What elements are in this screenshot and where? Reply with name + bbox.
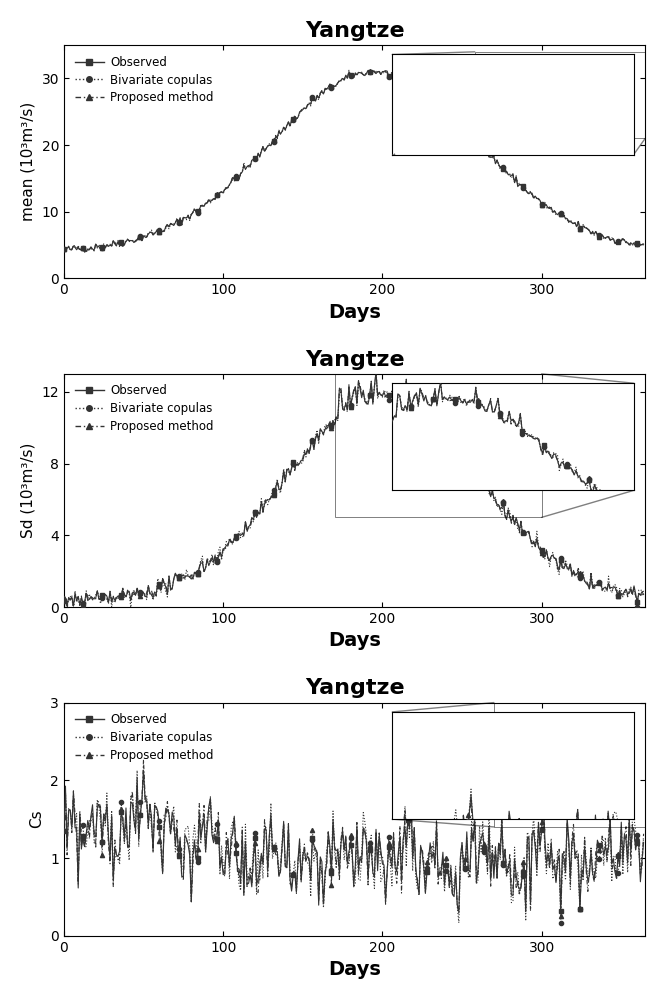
Bar — [494, 703, 645, 827]
Legend: Observed, Bivariate copulas, Proposed method: Observed, Bivariate copulas, Proposed me… — [70, 51, 218, 109]
Bar — [334, 374, 541, 517]
Y-axis label: mean (10³m³/s): mean (10³m³/s) — [21, 102, 36, 221]
X-axis label: Days: Days — [328, 631, 381, 650]
X-axis label: Days: Days — [328, 960, 381, 979]
Title: Yangtze: Yangtze — [305, 678, 404, 698]
Legend: Observed, Bivariate copulas, Proposed method: Observed, Bivariate copulas, Proposed me… — [70, 708, 218, 766]
Bar — [475, 52, 645, 138]
Y-axis label: Sd (10³m³/s): Sd (10³m³/s) — [21, 443, 36, 538]
Legend: Observed, Bivariate copulas, Proposed method: Observed, Bivariate copulas, Proposed me… — [70, 380, 218, 438]
Title: Yangtze: Yangtze — [305, 21, 404, 41]
Title: Yangtze: Yangtze — [305, 350, 404, 370]
Y-axis label: Cs: Cs — [29, 810, 45, 828]
X-axis label: Days: Days — [328, 303, 381, 322]
